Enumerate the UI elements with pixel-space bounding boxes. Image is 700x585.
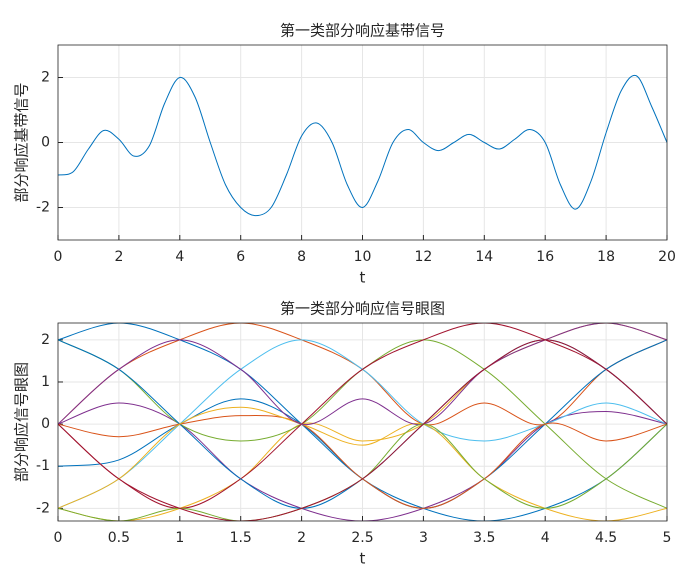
data-line [58,415,667,509]
y-axis-label: 部分响应基带信号 [13,82,31,202]
x-tick-label: 12 [414,249,432,265]
y-tick-label: 0 [41,135,50,151]
axes-box [57,322,668,522]
chart-title: 第一类部分响应信号眼图 [280,300,445,318]
y-tick-label: 2 [41,70,50,86]
x-tick-label: 5 [663,530,672,546]
x-tick-label: 3.5 [473,530,495,546]
x-tick-label: 4 [175,249,184,265]
data-line [58,339,667,521]
x-axis-label: t [360,550,366,568]
data-line [58,406,667,521]
x-tick-label: 2.5 [351,530,373,546]
axes-box [57,44,668,241]
x-axis-label: t [360,269,366,287]
x-tick-label: 1.5 [230,530,252,546]
data-line [58,323,667,426]
x-tick-label: 8 [297,249,306,265]
chart-title: 第一类部分响应基带信号 [280,22,445,40]
x-tick-label: 16 [536,249,554,265]
y-tick-label: 0 [41,416,50,432]
y-tick-label: 1 [41,374,50,390]
x-tick-label: 1 [175,530,184,546]
x-tick-label: 0.5 [108,530,130,546]
y-tick-label: -2 [36,200,50,216]
y-tick-label: -2 [36,500,50,516]
x-tick-label: 0 [54,249,63,265]
x-tick-label: 2 [297,530,306,546]
x-tick-label: 20 [658,249,676,265]
y-axis-label: 部分响应信号眼图 [13,362,31,482]
data-line [58,74,667,217]
x-tick-label: 0 [54,530,63,546]
x-tick-label: 4.5 [595,530,617,546]
x-tick-label: 2 [114,249,123,265]
x-tick-label: 3 [419,530,428,546]
y-tick-label: -1 [36,458,50,474]
x-tick-label: 18 [597,249,615,265]
x-tick-label: 4 [541,530,550,546]
x-tick-label: 6 [236,249,245,265]
x-tick-label: 14 [475,249,493,265]
y-tick-label: 2 [41,332,50,348]
x-tick-label: 10 [354,249,372,265]
data-line [58,323,667,509]
data-line [58,423,667,521]
